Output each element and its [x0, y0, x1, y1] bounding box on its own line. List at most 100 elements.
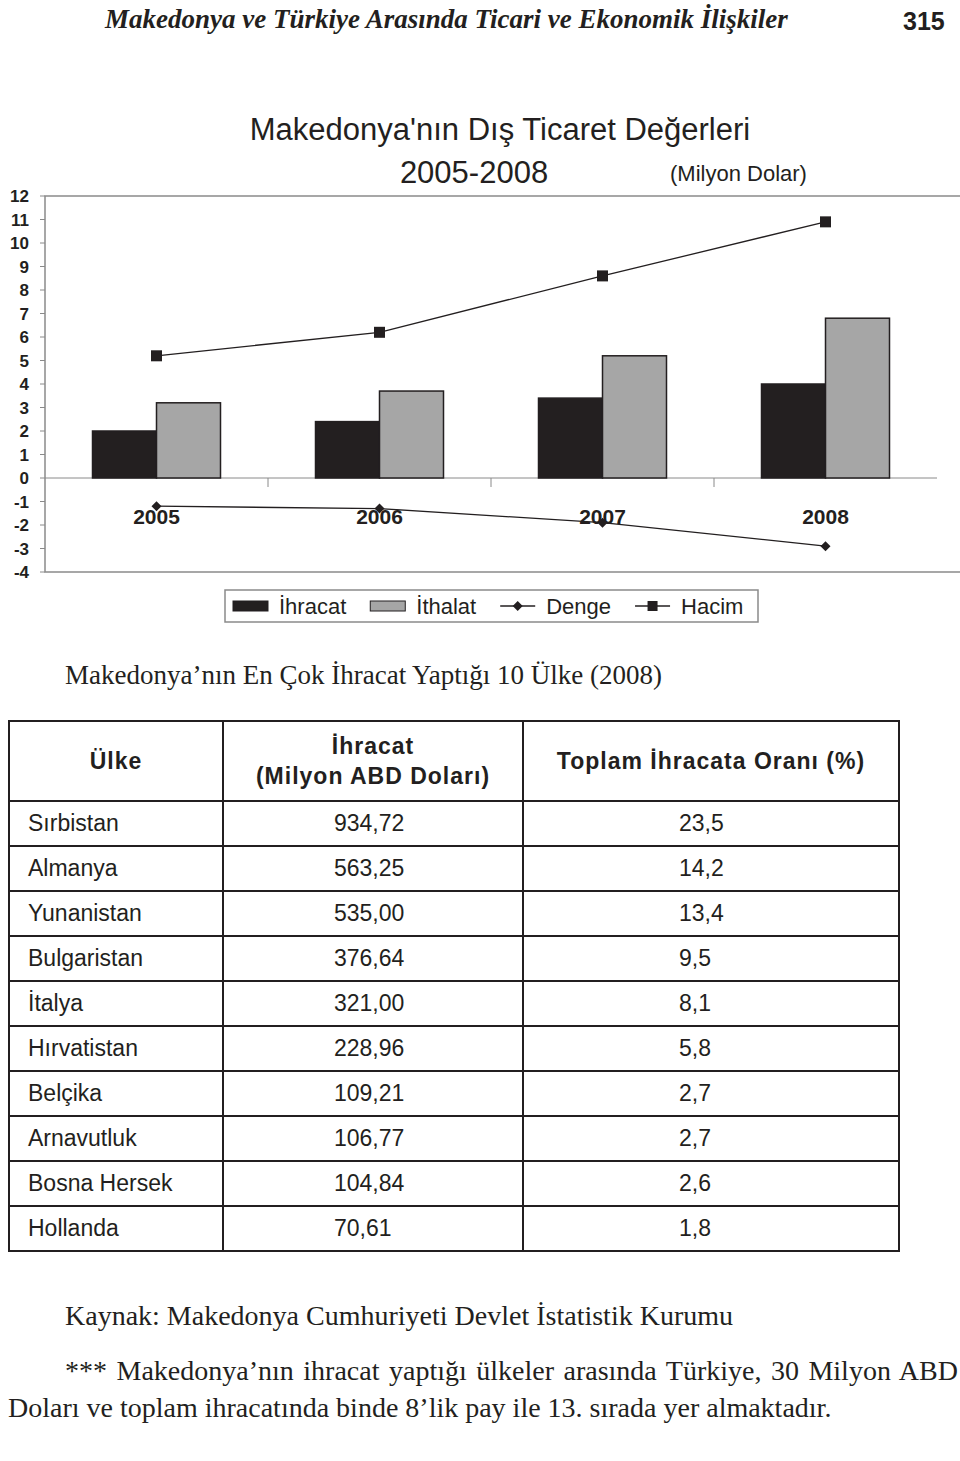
- cell: 13,4: [523, 891, 899, 936]
- y-tick: [40, 290, 45, 291]
- cell: Almanya: [9, 846, 223, 891]
- cell-text: 2,7: [679, 1125, 711, 1151]
- cell-text: 5,8: [679, 1035, 711, 1061]
- x-tick-label: 2008: [802, 505, 849, 528]
- cell: 376,64: [223, 936, 523, 981]
- cell: 2,7: [523, 1116, 899, 1161]
- y-tick-label: 11: [11, 211, 29, 230]
- chart-subtitle: 2005-2008: [400, 155, 548, 190]
- line: [157, 506, 826, 546]
- page: Makedonya ve Türkiye Arasında Ticari ve …: [0, 0, 960, 1461]
- y-tick-label: 8: [20, 281, 29, 300]
- cell: Belçika: [9, 1071, 223, 1116]
- y-tick: [40, 454, 45, 455]
- cell-text: Almanya: [28, 855, 117, 881]
- legend: İhracat İthalat Denge Hacim: [225, 590, 758, 622]
- marker: [151, 350, 162, 361]
- line: [157, 222, 826, 356]
- y-tick: [40, 196, 45, 197]
- cell: 104,84: [223, 1161, 523, 1206]
- cell-text: Bosna Hersek: [28, 1170, 172, 1196]
- cell: 5,8: [523, 1026, 899, 1071]
- y-tick: [40, 313, 45, 314]
- y-tick: [40, 431, 45, 432]
- bar: [539, 398, 603, 478]
- cell: 934,72: [223, 801, 523, 846]
- cell-text: 106,77: [334, 1125, 404, 1151]
- cell: 228,96: [223, 1026, 523, 1071]
- y-tick: [40, 572, 45, 573]
- note: *** Makedonya’nın ihracat yaptığı ülkele…: [8, 1352, 958, 1426]
- cell-text: 13,4: [679, 900, 724, 926]
- cell: 23,5: [523, 801, 899, 846]
- page-number: 315: [903, 7, 945, 36]
- cell: İtalya: [9, 981, 223, 1026]
- row: İtalya 321,00 8,1: [9, 981, 899, 1026]
- y-tick-label: -3: [14, 540, 29, 559]
- cell-text: 376,64: [334, 945, 404, 971]
- header-text: Toplam İhracata Oranı (%): [524, 746, 898, 776]
- cell-text: Bulgaristan: [28, 945, 143, 971]
- bar: [826, 318, 890, 478]
- row: Hırvatistan228,965,8: [9, 1026, 899, 1071]
- source: Kaynak: Makedonya Cumhuriyeti Devlet İst…: [65, 1300, 733, 1332]
- y-tick-label: 4: [20, 375, 30, 394]
- cell-text: 104,84: [334, 1170, 404, 1196]
- chart-annotation: (Milyon Dolar): [670, 161, 807, 186]
- cell-text: 9,5: [679, 945, 711, 971]
- header-cell: Ülke: [9, 721, 223, 801]
- header-cell: Toplam İhracata Oranı (%): [523, 721, 899, 801]
- cell-text: Arnavutluk: [28, 1125, 137, 1151]
- legend-swatch: [370, 601, 405, 611]
- bar: [603, 356, 667, 478]
- legend-label: İhracat: [279, 594, 346, 619]
- category-tick: [491, 478, 492, 487]
- y-tick: [40, 219, 45, 220]
- cell-text: 934,72: [334, 810, 404, 836]
- y-tick-label: 9: [20, 258, 29, 277]
- header-text: Ülke: [10, 746, 222, 776]
- cell: Sırbistan: [9, 801, 223, 846]
- cell-text: 2,7: [679, 1080, 711, 1106]
- cell: 70,61: [223, 1206, 523, 1251]
- cell-text: 228,96: [334, 1035, 404, 1061]
- marker: [597, 270, 608, 281]
- header-text: (Milyon ABD Doları): [224, 761, 522, 791]
- cell-text: Belçika: [28, 1080, 102, 1106]
- header-text: İhracat: [224, 731, 522, 761]
- marker: [821, 541, 831, 551]
- y-tick: [40, 337, 45, 338]
- y-tick-label: 10: [10, 234, 29, 253]
- cell-text: İtalya: [28, 990, 83, 1016]
- cell: 14,2: [523, 846, 899, 891]
- y-tick-label: 6: [20, 328, 29, 347]
- legend-label: İthalat: [416, 594, 476, 619]
- cell-text: 563,25: [334, 855, 404, 881]
- header-row: Ülkeİhracat(Milyon ABD Doları)Toplam İhr…: [9, 721, 899, 801]
- bar: [157, 403, 221, 478]
- legend-label: Hacim: [681, 594, 743, 619]
- cell-text: 1,8: [679, 1215, 711, 1241]
- cell: Arnavutluk: [9, 1116, 223, 1161]
- y-tick-label: 0: [20, 469, 29, 488]
- y-tick: [40, 478, 45, 479]
- cell: 1,8: [523, 1206, 899, 1251]
- cell-text: 2,6: [679, 1170, 711, 1196]
- chart-title: Makedonya'nın Dış Ticaret Değerleri: [250, 112, 750, 147]
- x-tick-label: 2007: [579, 505, 626, 528]
- marker: [374, 327, 385, 338]
- legend-marker: [648, 601, 658, 611]
- cell-text: 70,61: [334, 1215, 392, 1241]
- cell-text: 321,00: [334, 990, 404, 1016]
- row: Belçika109,212,7: [9, 1071, 899, 1116]
- y-tick-label: 1: [20, 446, 29, 465]
- cell: 535,00: [223, 891, 523, 936]
- y-tick-label: 3: [20, 399, 29, 418]
- y-tick: [40, 548, 45, 549]
- cell-text: 8,1: [679, 990, 711, 1016]
- legend-box: [225, 590, 758, 622]
- cell: 321,00: [223, 981, 523, 1026]
- legend-label: Denge: [546, 594, 611, 619]
- cell: Yunanistan: [9, 891, 223, 936]
- cell-text: Hollanda: [28, 1215, 119, 1241]
